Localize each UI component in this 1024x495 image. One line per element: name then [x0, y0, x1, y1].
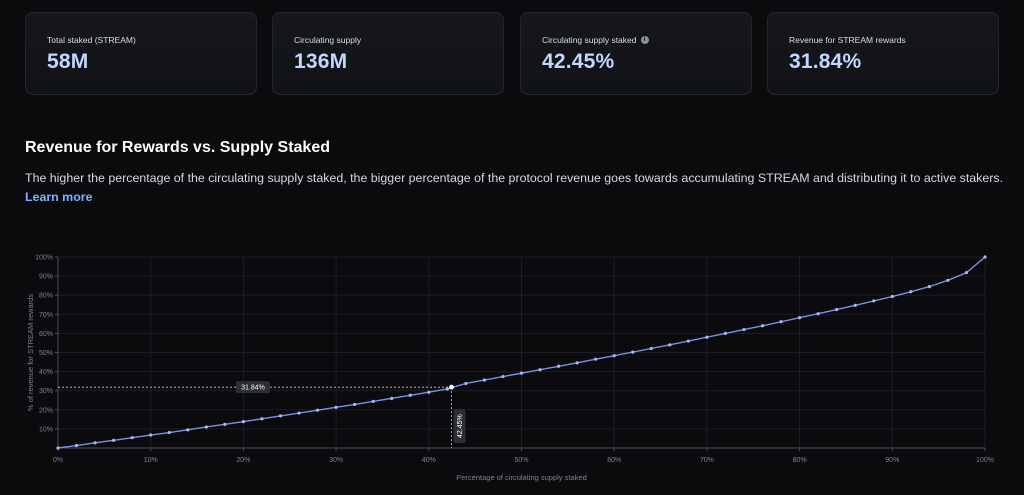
data-point[interactable]	[835, 307, 839, 312]
data-point[interactable]	[612, 354, 616, 358]
data-point[interactable]	[575, 361, 579, 365]
data-point[interactable]	[112, 438, 116, 442]
y-tick-label: 30%	[39, 388, 53, 395]
y-tick-label: 90%	[39, 274, 53, 281]
data-point[interactable]	[390, 396, 394, 400]
section-description: The higher the percentage of the circula…	[25, 171, 1004, 185]
data-point[interactable]	[167, 430, 171, 435]
stat-value: 58M	[47, 50, 89, 73]
x-tick-label: 20%	[236, 457, 250, 464]
x-tick-label: 10%	[144, 457, 158, 464]
data-point[interactable]	[482, 378, 487, 382]
data-point[interactable]	[297, 411, 301, 415]
data-point[interactable]	[74, 443, 79, 448]
x-tick-label: 70%	[700, 457, 714, 464]
stat-card-supply-staked: Circulating supply staked i 42.45%	[520, 12, 752, 95]
data-point[interactable]	[538, 368, 542, 372]
stat-value: 42.45%	[542, 50, 615, 73]
annotation-y-label: 31.84%	[241, 385, 265, 392]
data-point[interactable]	[742, 327, 746, 332]
data-point[interactable]	[445, 387, 449, 391]
annotation-x-label-box	[453, 409, 466, 444]
data-point[interactable]	[353, 402, 357, 407]
stat-label: Circulating supply staked	[542, 35, 637, 45]
y-tick-label: 70%	[39, 312, 53, 319]
data-point[interactable]	[371, 399, 375, 403]
data-point[interactable]	[315, 408, 320, 412]
data-point[interactable]	[93, 441, 97, 445]
x-tick-label: 90%	[885, 457, 899, 464]
data-point[interactable]	[927, 285, 931, 289]
stat-label: Revenue for STREAM rewards	[789, 35, 906, 45]
data-point[interactable]	[705, 335, 709, 339]
data-point[interactable]	[649, 346, 653, 351]
stat-label: Total staked (STREAM)	[47, 35, 136, 45]
data-point[interactable]	[149, 433, 153, 437]
data-point[interactable]	[278, 414, 283, 418]
annotation-point	[449, 384, 454, 390]
data-point[interactable]	[130, 436, 134, 440]
data-point[interactable]	[241, 420, 245, 424]
y-tick-label: 40%	[39, 369, 53, 376]
data-point[interactable]	[909, 290, 913, 294]
x-tick-label: 60%	[607, 457, 621, 464]
stat-card-revenue-rewards: Revenue for STREAM rewards 31.84%	[767, 12, 999, 95]
data-point[interactable]	[223, 422, 227, 426]
data-point[interactable]	[890, 294, 894, 299]
data-point[interactable]	[872, 299, 876, 303]
stat-card-circulating-supply: Circulating supply 136M	[272, 12, 504, 95]
data-point[interactable]	[816, 312, 820, 316]
stat-value: 31.84%	[789, 50, 862, 73]
data-point[interactable]	[631, 350, 635, 354]
learn-more-link[interactable]: Learn more	[25, 190, 93, 204]
info-icon[interactable]: i	[640, 36, 649, 44]
stats-row: Total staked (STREAM) 58M Circulating su…	[25, 12, 1001, 96]
y-axis-title: % of revenue for STREAM rewards	[26, 294, 35, 411]
data-point[interactable]	[798, 316, 802, 320]
annotation-y-label-box	[236, 381, 270, 394]
data-point[interactable]	[56, 446, 60, 450]
data-point[interactable]	[964, 271, 969, 275]
data-point[interactable]	[556, 364, 561, 368]
data-point[interactable]	[408, 393, 412, 397]
x-tick-label: 40%	[422, 457, 436, 464]
x-tick-label: 0%	[53, 457, 63, 464]
x-tick-label: 30%	[329, 457, 343, 464]
data-point[interactable]	[686, 339, 690, 343]
data-point[interactable]	[464, 381, 468, 386]
annotation-x-label: 42.45%	[457, 414, 464, 438]
y-tick-label: 80%	[39, 293, 53, 300]
y-tick-label: 20%	[39, 407, 53, 414]
revenue-vs-staked-chart: 0% 10% 20% 30% 40% 50% 60% 70% 80% 90% 100% 10% 20% 3…	[26, 255, 994, 483]
y-tick-label: 100%	[35, 255, 53, 262]
data-point[interactable]	[260, 417, 264, 421]
data-point[interactable]	[723, 331, 728, 335]
x-tick-label: 100%	[976, 457, 994, 464]
y-tick-label: 60%	[39, 331, 53, 338]
stat-card-total-staked: Total staked (STREAM) 58M	[25, 12, 257, 95]
data-point[interactable]	[427, 390, 431, 394]
y-tick-label: 10%	[39, 426, 53, 433]
data-point[interactable]	[519, 371, 524, 375]
data-point[interactable]	[760, 324, 765, 328]
data-point[interactable]	[946, 278, 950, 282]
data-point[interactable]	[779, 320, 783, 324]
x-tick-label: 80%	[793, 457, 807, 464]
data-point[interactable]	[668, 343, 672, 347]
data-point[interactable]	[334, 405, 338, 409]
stat-value: 136M	[294, 50, 348, 73]
data-point[interactable]	[853, 303, 857, 307]
y-tick-label: 50%	[39, 350, 53, 357]
x-axis-title: Percentage of circulating supply staked	[456, 473, 587, 482]
data-point[interactable]	[594, 357, 598, 361]
section-title: Revenue for Rewards vs. Supply Staked	[25, 139, 330, 156]
data-point[interactable]	[204, 425, 208, 429]
data-point[interactable]	[186, 428, 190, 432]
stat-label: Circulating supply	[294, 35, 362, 45]
x-tick-label: 50%	[514, 457, 528, 464]
data-point[interactable]	[501, 374, 505, 379]
data-point[interactable]	[983, 255, 987, 259]
